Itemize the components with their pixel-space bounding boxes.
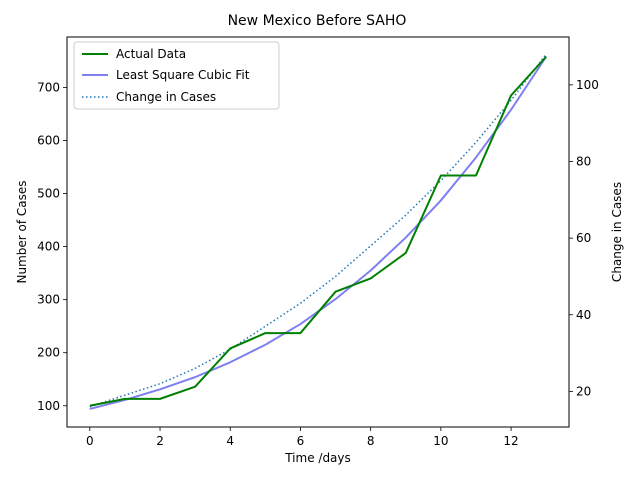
y2-tick-label: 20: [576, 384, 591, 398]
legend-box: [73, 41, 280, 110]
x-tick-label: 2: [156, 434, 164, 448]
x-tick-label: 10: [433, 434, 448, 448]
chart-title: New Mexico Before SAHO: [228, 13, 407, 29]
x-axis-label: Time /days: [284, 451, 351, 465]
legend-label-fit: Least Square Cubic Fit: [116, 68, 250, 82]
y-tick-label: 300: [37, 293, 60, 307]
x-tick-label: 0: [86, 434, 94, 448]
y-tick-label: 100: [37, 399, 60, 413]
series-line-change-in-cases: [89, 53, 547, 408]
y-axis-label: Number of Cases: [15, 180, 29, 283]
y-axis-right: 20 40 60 80 100: [569, 78, 599, 398]
x-tick-label: 8: [367, 434, 375, 448]
y2-tick-label: 40: [576, 308, 591, 322]
y-tick-label: 600: [37, 133, 60, 147]
y-tick-label: 500: [37, 187, 60, 201]
x-axis: 0 2 4 6 8 10 12: [86, 427, 519, 448]
y2-tick-label: 100: [576, 78, 599, 92]
x-tick-label: 6: [297, 434, 305, 448]
y-tick-label: 200: [37, 346, 60, 360]
y-axis-left: 100 200 300 400 500 600 700: [37, 80, 67, 413]
y-tick-label: 400: [37, 240, 60, 254]
plot-frame: [66, 36, 570, 428]
series-layer: [89, 53, 548, 410]
y2-tick-label: 60: [576, 231, 591, 245]
y2-tick-label: 80: [576, 155, 591, 169]
x-tick-label: 12: [503, 434, 518, 448]
x-tick-label: 4: [226, 434, 234, 448]
legend-label-actual: Actual Data: [116, 47, 186, 61]
y2-axis-label: Change in Cases: [610, 182, 624, 282]
legend-label-change: Change in Cases: [116, 90, 216, 104]
series-line-actual-data: [89, 55, 547, 407]
y-tick-label: 700: [37, 80, 60, 94]
legend: Actual Data Least Square Cubic Fit Chang…: [73, 41, 280, 110]
